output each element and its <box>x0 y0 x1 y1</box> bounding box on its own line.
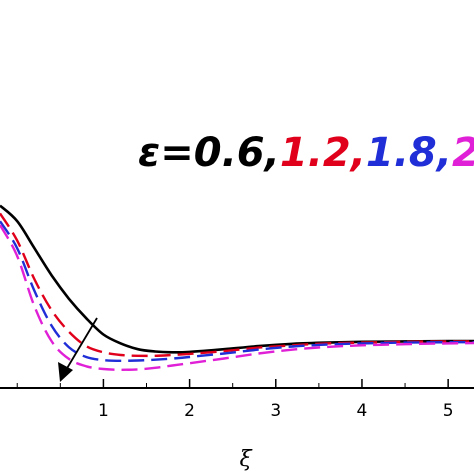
legend-entry-1: 1.2, <box>280 130 366 176</box>
series-line-1 <box>0 212 474 358</box>
legend-prefix: ε= <box>138 130 194 176</box>
legend-entry-3: 2.4 <box>452 130 474 176</box>
tick-layer: 1 2 3 4 5 <box>16 379 454 421</box>
series-line-3 <box>0 224 474 372</box>
arrow-head <box>58 362 73 382</box>
x-tick-label: 4 <box>357 401 368 421</box>
x-tick-label: 5 <box>443 401 454 421</box>
trend-arrow <box>58 317 98 382</box>
legend-entry-0: 0.6, <box>194 130 280 176</box>
series-line-2 <box>0 220 474 363</box>
x-tick-label: 3 <box>270 401 281 421</box>
series-line-0 <box>0 204 474 354</box>
x-axis-title: ξ <box>240 447 254 472</box>
legend: ε=0.6,1.2,1.8,2.4 <box>138 130 474 176</box>
series-layer <box>0 204 474 372</box>
arrow-shaft <box>65 317 98 371</box>
legend-entry-2: 1.8, <box>366 130 452 176</box>
x-tick-label: 1 <box>98 401 109 421</box>
x-tick-label: 2 <box>184 401 195 421</box>
